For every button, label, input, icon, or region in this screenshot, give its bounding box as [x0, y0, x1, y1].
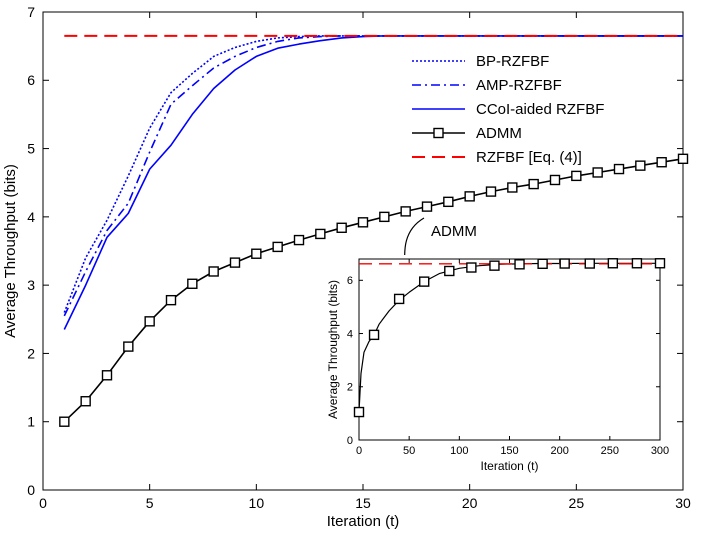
inset-y-tick-label: 6 — [347, 275, 353, 287]
main-x-tick-label: 15 — [355, 495, 371, 511]
admm-marker — [80, 396, 91, 407]
admm-marker — [101, 370, 113, 381]
main-y-tick-label: 2 — [27, 345, 35, 361]
main-x-axis-label: Iteration (t) — [327, 513, 400, 530]
admm-marker — [229, 257, 241, 268]
main-x-tick-label: 5 — [146, 495, 154, 511]
main-y-tick-label: 7 — [27, 4, 35, 20]
main-x-tick-label: 0 — [39, 495, 47, 511]
inset-marker — [353, 406, 365, 418]
inset-y-axis-label: Average Throughput (bits) — [326, 280, 340, 419]
legend-label-4: RZFBF [Eq. (4)] — [476, 149, 582, 166]
annotation-label: ADMM — [431, 223, 477, 240]
inset-x-axis-label: Iteration (t) — [480, 459, 538, 473]
admm-marker — [421, 201, 433, 212]
inset-marker — [419, 276, 430, 287]
inset-marker — [584, 258, 595, 269]
inset-y-tick-label: 4 — [347, 328, 353, 340]
admm-marker — [528, 178, 539, 190]
admm-marker — [187, 278, 198, 289]
admm-marker — [656, 157, 667, 168]
inset-marker — [444, 265, 455, 277]
main-y-tick-label: 0 — [27, 482, 35, 498]
legend-label-0: BP-RZFBF — [476, 53, 549, 70]
inset-marker — [466, 262, 477, 273]
inset-marker — [631, 258, 643, 269]
main-y-tick-label: 6 — [27, 72, 35, 88]
legend-label-1: AMP-RZFBF — [476, 77, 562, 94]
legend: BP-RZFBF AMP-RZFBF CCoI-aided RZFBF ADMM RZF… — [412, 53, 604, 166]
inset-marker — [559, 258, 570, 269]
main-x-tick-label: 10 — [249, 495, 265, 511]
admm-marker — [464, 191, 475, 202]
admm-marker — [443, 196, 454, 208]
main-y-tick-label: 4 — [27, 209, 35, 225]
admm-marker — [59, 416, 70, 427]
admm-marker — [165, 294, 177, 306]
admm-marker — [357, 217, 369, 228]
admm-marker — [549, 174, 561, 186]
admm-marker — [507, 182, 518, 193]
inset-plot: 0 50 100 150 200 250 300 0 2 4 6 Iteration (t) Avera… — [317, 255, 669, 482]
admm-marker — [677, 153, 689, 165]
main-x-tick-label: 20 — [462, 495, 478, 511]
inset-series-line-0 — [358, 262, 660, 413]
inset-y-tick-label: 0 — [347, 435, 353, 447]
inset-plot-area — [358, 258, 661, 441]
inset-y-tick-label: 2 — [347, 382, 353, 394]
main-y-tick-label: 1 — [27, 414, 35, 430]
main-x-tick-label: 25 — [569, 495, 585, 511]
inset-x-tick-label: 150 — [500, 445, 518, 457]
inset-marker — [514, 259, 525, 270]
admm-marker — [208, 266, 219, 277]
admm-marker — [272, 241, 283, 253]
inset-marker — [489, 260, 500, 271]
main-y-tick-label: 5 — [27, 140, 35, 156]
legend-label-3: ADMM — [476, 125, 522, 142]
legend-marker — [433, 127, 444, 139]
admm-marker — [571, 170, 582, 182]
inset-x-tick-label: 300 — [651, 445, 669, 457]
admm-marker — [336, 222, 347, 233]
admm-marker — [293, 234, 305, 246]
admm-marker — [251, 248, 262, 259]
inset-marker — [537, 258, 548, 269]
admm-marker — [485, 186, 497, 197]
admm-marker — [592, 167, 603, 178]
admm-marker — [144, 316, 155, 327]
inset-marker — [368, 329, 380, 341]
admm-marker — [400, 206, 411, 217]
admm-marker — [315, 228, 326, 240]
inset-marker — [393, 293, 405, 305]
admm-marker — [613, 163, 625, 175]
inset-x-tick-label: 50 — [403, 445, 415, 457]
admm-marker — [123, 341, 134, 352]
inset-x-tick-label: 100 — [450, 445, 468, 457]
inset-x-tick-label: 200 — [550, 445, 568, 457]
admm-marker — [635, 160, 646, 171]
admm-marker — [379, 211, 390, 223]
inset-x-tick-label: 250 — [601, 445, 619, 457]
legend-label-2: CCoI-aided RZFBF — [476, 101, 604, 118]
inset-marker — [654, 258, 666, 269]
inset-marker — [607, 258, 619, 269]
main-y-axis-label: Average Throughput (bits) — [2, 164, 19, 338]
inset-x-tick-label: 0 — [356, 445, 362, 457]
main-x-tick-label: 30 — [675, 495, 691, 511]
main-y-tick-label: 3 — [27, 277, 35, 293]
